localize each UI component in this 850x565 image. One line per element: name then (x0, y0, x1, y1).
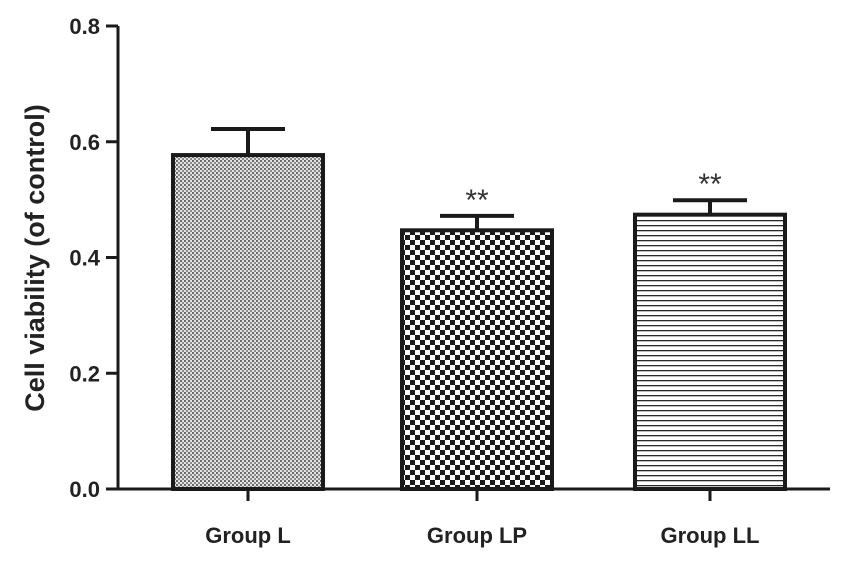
x-category-label: Group LP (427, 523, 527, 548)
y-tick-label: 0.2 (69, 361, 100, 386)
bar-group-ll (633, 212, 787, 492)
significance-marker: ** (698, 168, 722, 201)
bar-group-l (171, 153, 325, 491)
y-tick-label: 0.4 (69, 246, 100, 271)
bar-group-lp (400, 228, 554, 492)
y-tick-label: 0.0 (69, 477, 100, 502)
y-ticks: 0.0 0.2 0.4 0.6 0.8 (69, 14, 118, 502)
significance-marker: ** (465, 184, 489, 217)
y-tick-label: 0.6 (69, 130, 100, 155)
x-labels: Group L Group LP Group LL (205, 489, 759, 548)
x-category-label: Group L (205, 523, 291, 548)
y-tick-label: 0.8 (69, 14, 100, 39)
bars: ** ** (171, 127, 787, 492)
y-axis-label: Cell viability (of control) (20, 104, 50, 412)
x-category-label: Group LL (661, 523, 760, 548)
